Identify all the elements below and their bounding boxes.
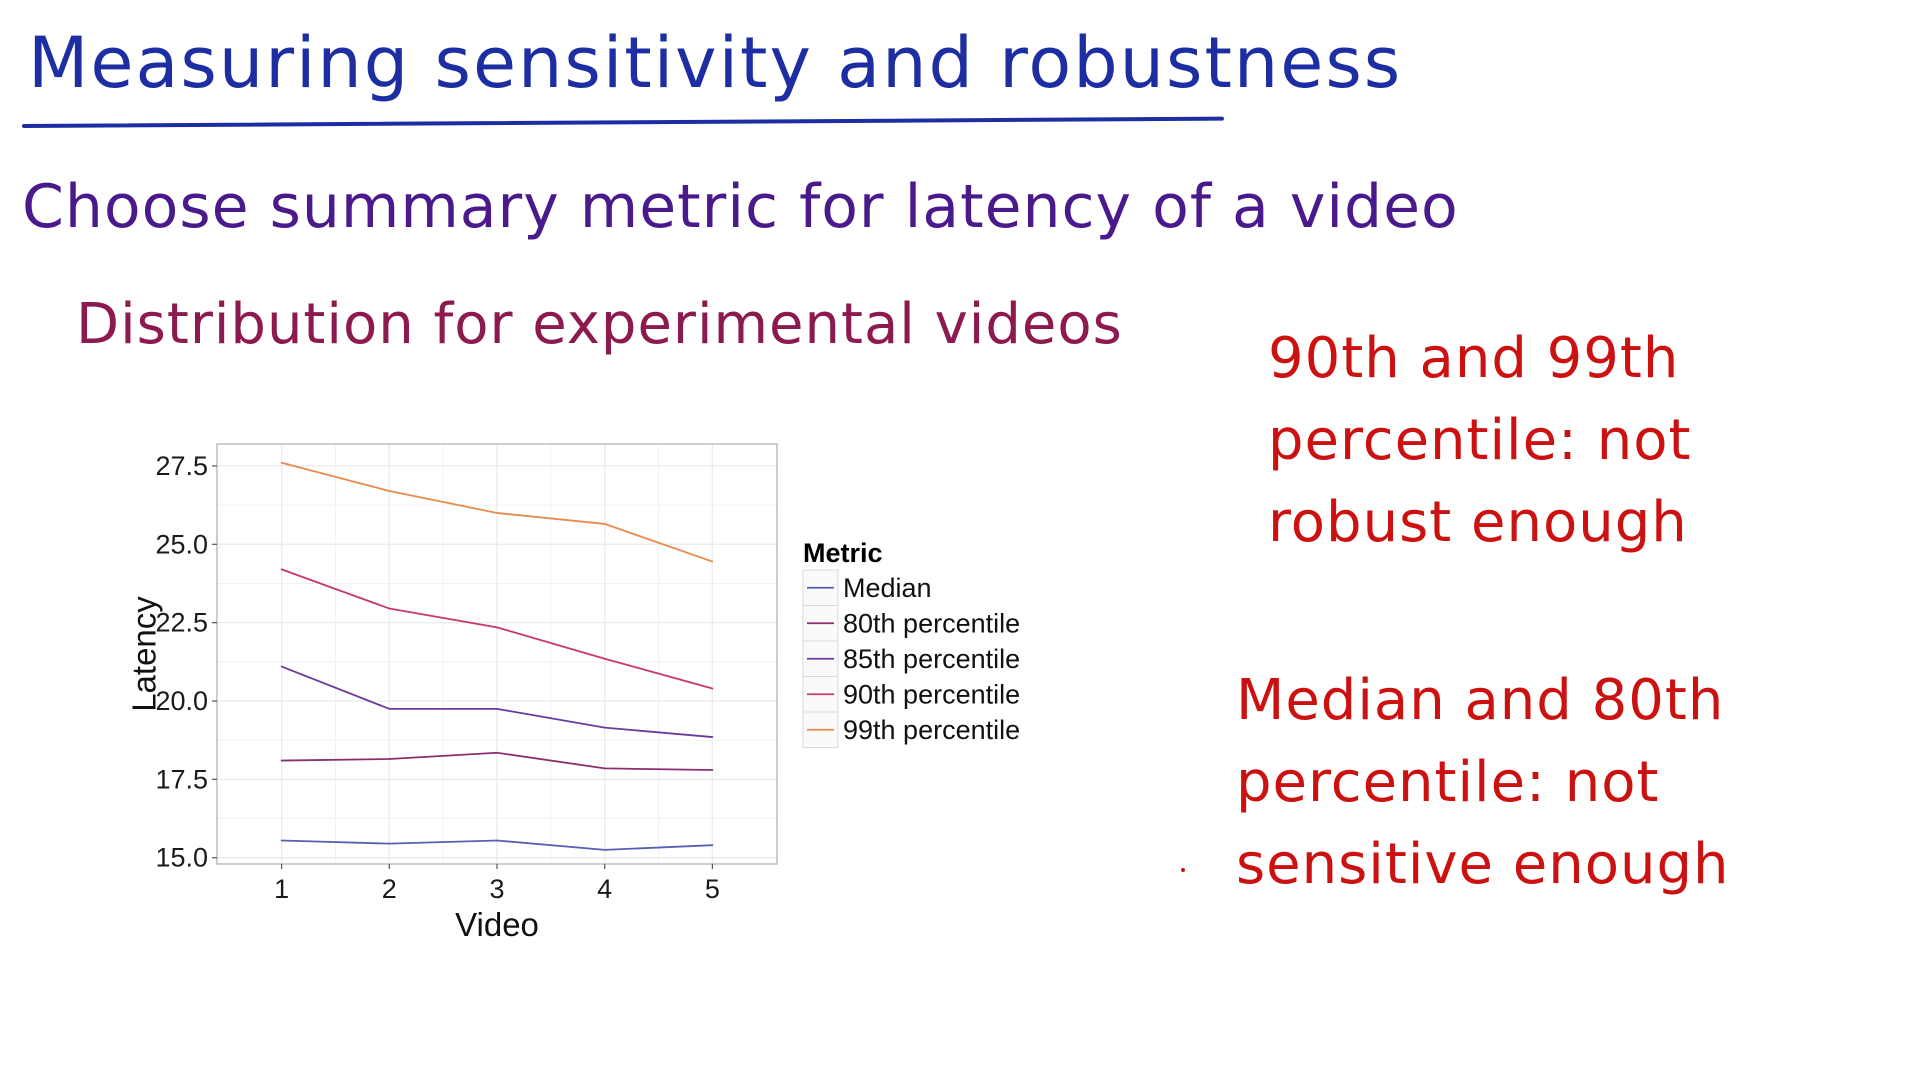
gridlines: [217, 444, 777, 864]
data-point: [603, 767, 606, 770]
subheading: Distribution for experimental videos: [76, 292, 1123, 357]
legend-label: 85th percentile: [843, 644, 1020, 674]
legend-item: 90th percentile: [802, 676, 1020, 713]
y-tick-label: 22.5: [155, 608, 208, 638]
subtitle: Choose summary metric for latency of a v…: [22, 172, 1459, 242]
note-line: robust enough: [1268, 490, 1688, 555]
y-axis-title: Latency: [126, 596, 163, 712]
x-tick-label: 2: [382, 874, 397, 904]
data-point: [711, 560, 714, 563]
data-point: [388, 707, 391, 710]
legend-item: 80th percentile: [802, 605, 1020, 642]
data-point: [711, 769, 714, 771]
x-tick-label: 4: [597, 874, 612, 904]
y-axis: 15.0 17.5 20.0 22.5 25.0 27.5: [155, 451, 217, 873]
y-tick-label: 20.0: [155, 686, 208, 716]
data-point: [496, 839, 498, 842]
note-line: percentile: not: [1268, 408, 1692, 473]
data-point: [496, 626, 498, 629]
data-point: [711, 736, 714, 738]
y-tick-label: 15.0: [155, 843, 208, 873]
data-point: [388, 758, 391, 760]
page-title: Measuring sensitivity and robustness: [28, 22, 1403, 104]
data-point: [496, 512, 498, 514]
data-point: [711, 844, 714, 847]
title-underline: [21, 116, 1224, 128]
x-axis: 1 2 3 4 5: [274, 864, 720, 904]
series-lines: [280, 461, 714, 851]
legend-label: 90th percentile: [843, 679, 1020, 709]
data-point: [603, 726, 606, 729]
x-tick-label: 1: [274, 874, 289, 904]
data-point: [496, 751, 498, 754]
y-tick-label: 27.5: [155, 451, 208, 481]
legend-item: Median: [802, 569, 932, 606]
data-point: [280, 568, 283, 571]
data-point: [603, 523, 606, 525]
note-robustness: 90th and 99th percentile: not robust eno…: [1268, 318, 1691, 564]
legend: Metric Median 80th percentile 85th percent…: [802, 538, 1020, 748]
ink-dot: [1181, 868, 1185, 872]
legend-label: 80th percentile: [843, 608, 1020, 638]
data-point: [603, 657, 606, 660]
data-point: [388, 842, 391, 845]
x-tick-label: 3: [489, 874, 504, 904]
data-point: [280, 759, 283, 762]
note-line: 90th and 99th: [1268, 326, 1680, 391]
legend-item: 99th percentile: [802, 711, 1020, 748]
legend-label: Median: [843, 573, 932, 603]
note-line: Median and 80th: [1236, 668, 1725, 733]
data-point: [280, 461, 283, 464]
note-line: sensitive enough: [1236, 832, 1730, 897]
y-tick-label: 25.0: [155, 529, 208, 559]
data-point: [711, 687, 714, 690]
note-line: percentile: not: [1236, 750, 1660, 815]
legend-item: 85th percentile: [802, 640, 1020, 677]
legend-title: Metric: [803, 538, 883, 568]
data-point: [280, 665, 283, 668]
data-point: [280, 839, 283, 842]
latency-line-chart: 15.0 17.5 20.0 22.5 25.0 27.5 1 2 3 4 5 Video Lat…: [126, 443, 1020, 943]
legend-label: 99th percentile: [843, 715, 1020, 745]
data-point: [603, 848, 606, 851]
data-point: [496, 707, 498, 710]
x-axis-title: Video: [455, 906, 539, 943]
data-point: [388, 490, 391, 492]
y-tick-label: 17.5: [155, 764, 208, 794]
note-sensitivity: Median and 80th percentile: not sensitiv…: [1236, 660, 1730, 906]
x-tick-label: 5: [705, 874, 720, 904]
data-point: [388, 607, 391, 610]
